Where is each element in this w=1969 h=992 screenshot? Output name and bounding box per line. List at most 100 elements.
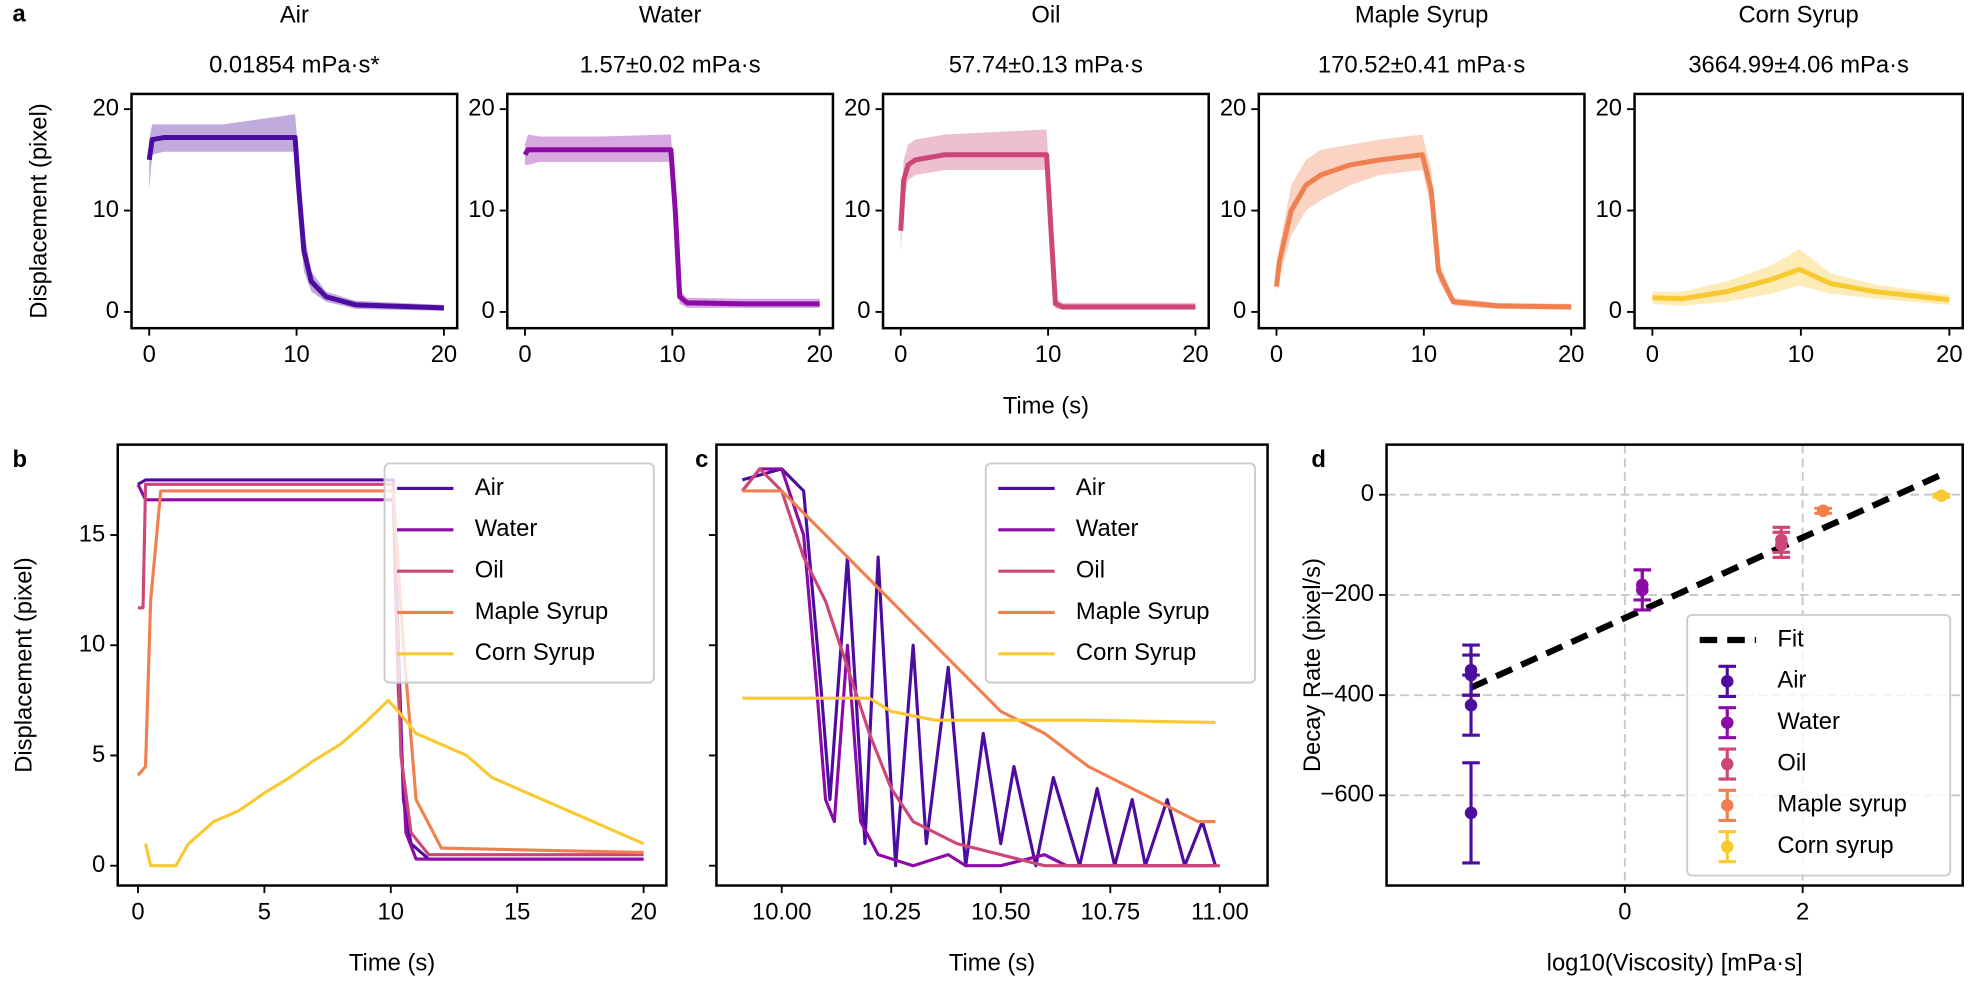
x-tick-label: 0 (131, 898, 144, 925)
y-tick-label: 10 (844, 196, 870, 223)
x-tick-label: 10 (659, 341, 685, 368)
panel-title: Corn Syrup (1739, 2, 1859, 29)
line (522, 147, 820, 307)
y-tick-label: 0 (92, 851, 105, 878)
y-tick-label: 5 (92, 741, 105, 768)
plot-area (741, 467, 1220, 868)
x-tick-label: 0 (894, 341, 907, 368)
axes-frame (506, 92, 835, 330)
legend-label: Corn syrup (1777, 832, 1893, 859)
marker (1775, 538, 1788, 552)
legend: Air Water Oil Maple Syrup Corn Syrup (383, 462, 655, 684)
y-tick-label: 0 (1233, 297, 1246, 324)
y-tick-label: 20 (1220, 94, 1246, 121)
x-tick-label: 20 (1558, 341, 1584, 368)
x-tick-label: 2 (1796, 898, 1809, 925)
y-tick-label: 10 (93, 196, 119, 223)
panel-label: c (695, 446, 708, 473)
legend-label: Maple Syrup (475, 598, 609, 625)
x-axis-label: log10(Viscosity) [mPa·s] (1547, 950, 1803, 977)
marker (1464, 806, 1478, 820)
x-tick-label: 20 (1182, 341, 1208, 368)
legend-box (984, 462, 1256, 684)
legend: Air Water Oil Maple Syrup Corn Syrup (984, 462, 1256, 684)
x-tick-label: 20 (806, 341, 832, 368)
y-tick-label: 10 (1596, 196, 1622, 223)
y-tick-label: −400 (1320, 680, 1374, 707)
legend-label: Maple syrup (1777, 791, 1907, 818)
x-tick-label: 20 (431, 341, 457, 368)
x-tick-label: 10 (378, 898, 404, 925)
y-tick-label: −200 (1320, 580, 1374, 607)
legend-label: Corn Syrup (1076, 639, 1196, 666)
line (742, 696, 1216, 724)
line (741, 467, 1216, 868)
plot-area (1274, 134, 1572, 310)
y-tick-label: 20 (93, 94, 119, 121)
legend-swatch (1720, 840, 1734, 853)
panel-label: b (13, 446, 28, 473)
y-tick-label: −600 (1320, 781, 1374, 808)
y-tick-label: 0 (482, 297, 495, 324)
x-tick-label: 20 (630, 898, 656, 925)
marker (1464, 698, 1478, 712)
plot-area (146, 114, 445, 311)
marker (1636, 583, 1649, 597)
x-tick-label: 11.00 (1191, 898, 1249, 925)
x-tick-label: 10.50 (971, 898, 1031, 925)
legend-label: Corn Syrup (475, 639, 595, 666)
x-tick-label: 10 (283, 341, 309, 368)
plot-area (1462, 471, 1951, 865)
axes-frame (881, 92, 1210, 330)
marker (1816, 504, 1830, 518)
x-axis-label: Time (s) (1003, 392, 1089, 419)
panel-label: a (13, 0, 27, 27)
axes-frame (1385, 443, 1964, 887)
y-tick-label: 0 (1361, 480, 1374, 507)
legend-label: Oil (1076, 556, 1105, 583)
legend-label: Oil (475, 556, 504, 583)
x-tick-label: 10 (1411, 341, 1437, 368)
legend-box (383, 462, 655, 684)
legend-label: Air (475, 474, 504, 501)
x-tick-label: 5 (258, 898, 271, 925)
panel-label: d (1311, 446, 1326, 473)
panel-title: Oil (1031, 2, 1060, 29)
panel-subtitle: 1.57±0.02 mPa·s (580, 52, 761, 79)
legend-label: Water (475, 515, 538, 542)
line (146, 135, 445, 311)
fit-line (1469, 471, 1943, 691)
x-tick-label: 0 (1270, 341, 1283, 368)
legend-label: Water (1777, 708, 1840, 735)
panel-subtitle: 0.01854 mPa·s* (209, 52, 380, 79)
line (741, 467, 1217, 868)
y-axis-label: Decay Rate (pixel/s) (1299, 558, 1326, 772)
x-tick-label: 0 (143, 341, 156, 368)
panel-title: Maple Syrup (1355, 2, 1489, 29)
line (144, 698, 645, 868)
plot-area (522, 134, 820, 308)
y-tick-label: 10 (79, 631, 105, 658)
y-axis-label: Displacement (pixel) (25, 103, 52, 318)
x-tick-label: 10.75 (1081, 898, 1141, 925)
legend-label: Water (1076, 515, 1139, 542)
legend-label: Maple Syrup (1076, 598, 1210, 625)
plot-area (898, 129, 1196, 310)
x-tick-label: 15 (504, 898, 530, 925)
x-tick-label: 0 (518, 341, 531, 368)
axes-frame (116, 443, 668, 887)
marker (1935, 489, 1948, 503)
plot-area (1652, 249, 1950, 306)
y-tick-label: 20 (468, 94, 494, 121)
x-tick-label: 0 (1618, 898, 1631, 925)
legend-swatch (1720, 716, 1734, 729)
x-tick-label: 10.00 (752, 898, 812, 925)
legend-swatch (1720, 799, 1734, 812)
panel-title: Water (639, 2, 702, 29)
y-tick-label: 10 (1220, 196, 1246, 223)
y-tick-label: 10 (468, 196, 494, 223)
y-tick-label: 0 (857, 297, 870, 324)
panel-subtitle: 57.74±0.13 mPa·s (949, 52, 1143, 79)
line (1652, 266, 1950, 303)
legend-swatch (1720, 675, 1734, 688)
